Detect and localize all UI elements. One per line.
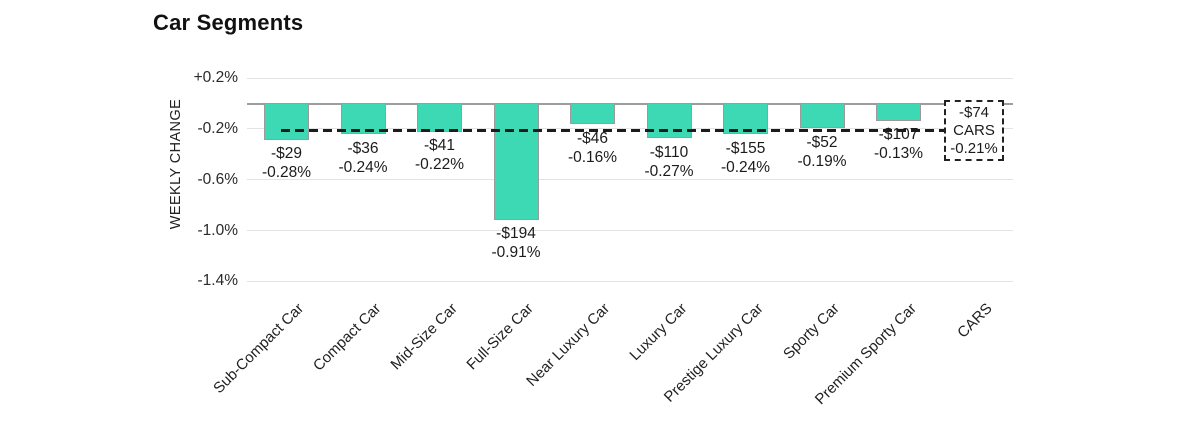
y-tick-label: +0.2% — [193, 69, 238, 87]
cars-dollar-value: -$74 — [958, 103, 990, 121]
x-category-label-full-size-car: Full-Size Car — [463, 300, 538, 374]
bar-value-label: -$29 -0.28% — [261, 145, 312, 182]
bar-value-label: -$46 -0.16% — [567, 129, 618, 166]
bar-value-label: -$41 -0.22% — [414, 137, 465, 174]
bar-value-label: -$36 -0.24% — [338, 139, 388, 176]
bar-luxury-car — [646, 104, 692, 139]
x-category-label-mid-size-car: Mid-Size Car — [387, 300, 461, 374]
bar-value-label: -$110 -0.27% — [644, 143, 694, 180]
y-tick-label: -0.2% — [197, 119, 239, 137]
gridline — [247, 230, 1013, 231]
bar-premium-sporty-car — [876, 104, 921, 121]
x-category-label-sub-compact-car: Sub-Compact Car — [210, 300, 308, 397]
bar-full-size-car — [493, 104, 539, 220]
cars-average-dashed-line — [281, 128, 944, 132]
gridline — [247, 280, 1013, 282]
x-category-label-compact-car: Compact Car — [309, 300, 385, 375]
x-category-label-cars: CARS — [954, 300, 997, 342]
bar-value-label: -$194 -0.91% — [491, 225, 541, 262]
gridline — [247, 179, 1013, 181]
x-category-label-near-luxury-car: Near Luxury Car — [523, 300, 614, 390]
x-category-label-sporty-car: Sporty Car — [780, 300, 844, 363]
cars-label: CARS — [953, 121, 995, 139]
x-axis-zero-line — [247, 102, 1013, 105]
y-tick-label: -1.4% — [197, 272, 239, 290]
y-tick-label: -1.0% — [197, 221, 239, 239]
bar-value-label: -$52 -0.19% — [797, 133, 847, 170]
bar-sporty-car — [799, 104, 845, 129]
chart-title: Car Segments — [153, 10, 304, 35]
gridline — [247, 77, 1013, 79]
bar-mid-size-car — [417, 104, 462, 132]
cars-summary-box: -$74 CARS -0.21% — [944, 100, 1004, 161]
x-category-label-luxury-car: Luxury Car — [626, 300, 691, 364]
cars-pct-value: -0.21% — [950, 139, 998, 157]
y-tick-label: -0.6% — [197, 170, 239, 188]
bar-sub-compact-car — [264, 104, 309, 140]
bar-near-luxury-car — [570, 104, 615, 125]
bar-value-label: -$107 -0.13% — [873, 126, 924, 162]
bar-value-label: -$155 -0.24% — [720, 139, 771, 176]
